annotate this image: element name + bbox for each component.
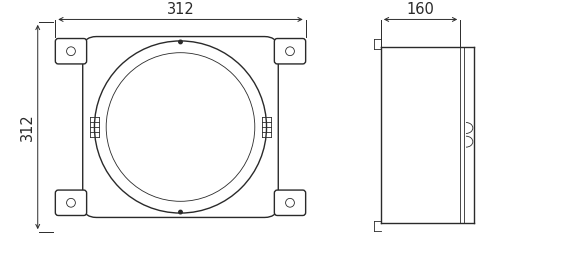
FancyBboxPatch shape — [274, 190, 306, 215]
Circle shape — [179, 40, 182, 44]
Text: 160: 160 — [407, 3, 434, 18]
FancyBboxPatch shape — [274, 39, 306, 64]
FancyBboxPatch shape — [55, 190, 86, 215]
FancyBboxPatch shape — [55, 39, 86, 64]
Circle shape — [179, 210, 182, 214]
Text: 312: 312 — [166, 3, 194, 18]
Text: 312: 312 — [20, 113, 35, 141]
